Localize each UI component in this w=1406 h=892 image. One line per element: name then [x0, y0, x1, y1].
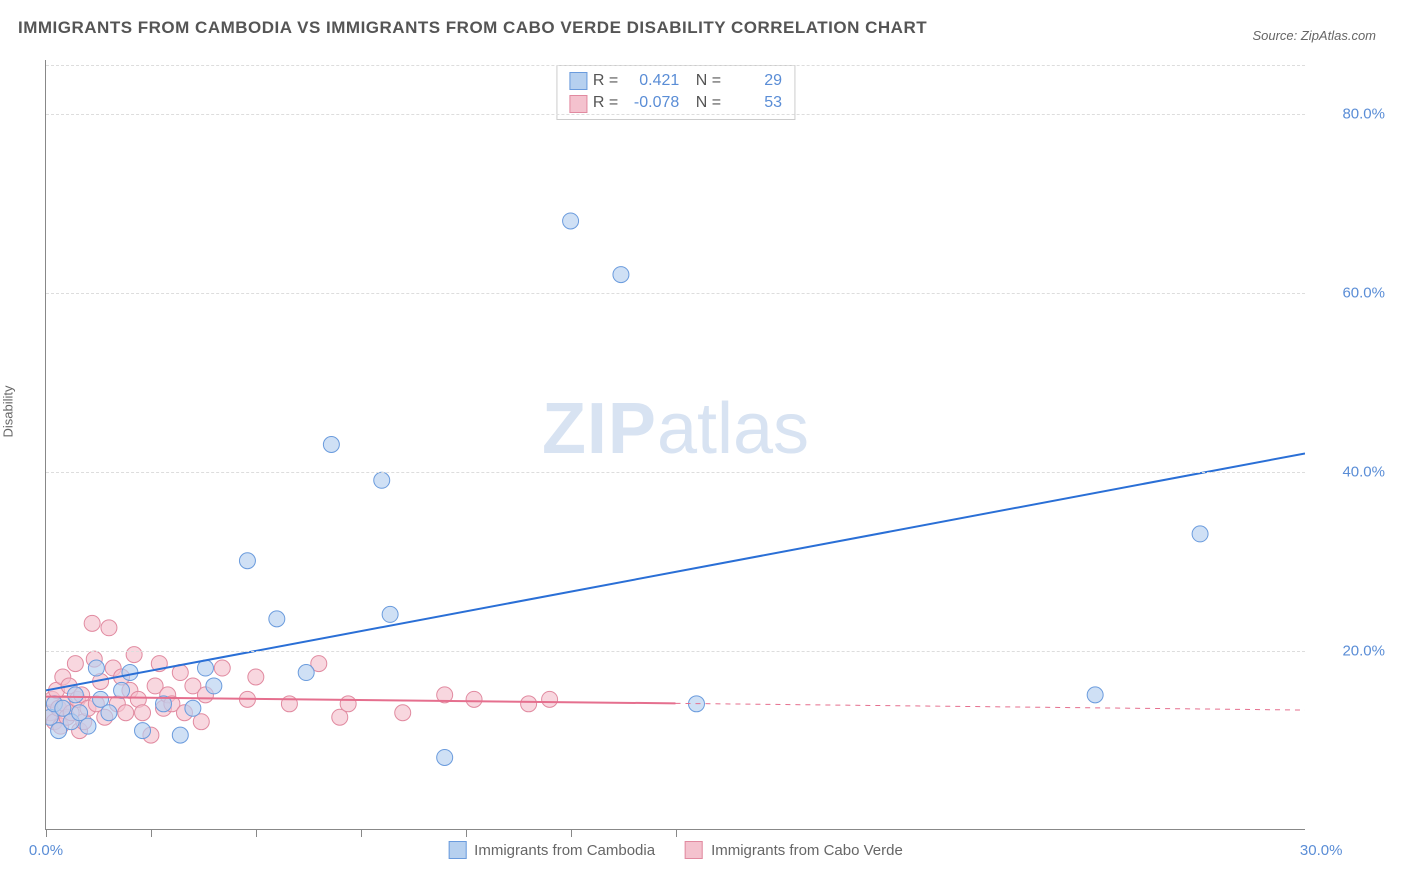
x-tick [571, 829, 572, 837]
stats-row-series2: R = -0.078 N = 53 [569, 92, 782, 114]
swatch-series1 [569, 72, 587, 90]
gridline [46, 65, 1305, 66]
chart-svg [46, 60, 1305, 829]
n-value-series2: 53 [727, 92, 782, 114]
y-tick-label: 20.0% [1342, 642, 1385, 659]
stats-legend-box: R = 0.421 N = 29 R = -0.078 N = 53 [556, 65, 795, 120]
x-tick-label: 0.0% [29, 842, 63, 859]
chart-title: IMMIGRANTS FROM CAMBODIA VS IMMIGRANTS F… [18, 18, 927, 38]
legend-label-series2: Immigrants from Cabo Verde [711, 842, 903, 859]
r-value-series1: 0.421 [624, 70, 679, 92]
gridline [46, 114, 1305, 115]
r-label: R = [593, 92, 618, 114]
bottom-legend: Immigrants from Cambodia Immigrants from… [448, 841, 903, 859]
y-axis-label: Disability [1, 385, 16, 437]
n-label: N = [696, 70, 721, 92]
gridline [46, 293, 1305, 294]
y-tick-label: 60.0% [1342, 284, 1385, 301]
legend-label-series1: Immigrants from Cambodia [474, 842, 655, 859]
stats-row-series1: R = 0.421 N = 29 [569, 70, 782, 92]
swatch-series2 [569, 95, 587, 113]
chart-source: Source: ZipAtlas.com [1252, 28, 1376, 43]
x-tick [676, 829, 677, 837]
n-value-series1: 29 [727, 70, 782, 92]
plot-area: ZIPatlas R = 0.421 N = 29 R = -0.078 N =… [45, 60, 1305, 830]
swatch-series1-bottom [448, 841, 466, 859]
x-tick-label: 30.0% [1300, 842, 1343, 859]
n-label: N = [696, 92, 721, 114]
y-tick-label: 80.0% [1342, 105, 1385, 122]
r-label: R = [593, 70, 618, 92]
gridline [46, 472, 1305, 473]
x-tick [466, 829, 467, 837]
legend-item-series2: Immigrants from Cabo Verde [685, 841, 903, 859]
r-value-series2: -0.078 [624, 92, 679, 114]
legend-item-series1: Immigrants from Cambodia [448, 841, 655, 859]
x-tick [361, 829, 362, 837]
x-tick [151, 829, 152, 837]
x-tick [256, 829, 257, 837]
swatch-series2-bottom [685, 841, 703, 859]
x-tick [46, 829, 47, 837]
y-tick-label: 40.0% [1342, 463, 1385, 480]
gridline [46, 651, 1305, 652]
